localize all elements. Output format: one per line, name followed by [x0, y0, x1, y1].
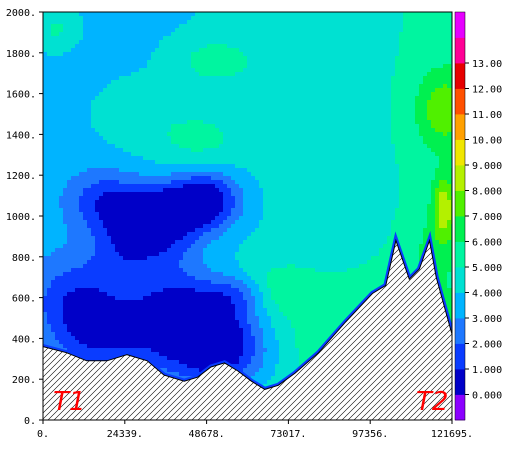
colorbar-label: 10.00 [472, 136, 502, 147]
colorbar-swatch [455, 190, 465, 217]
colorbar-label: 13.00 [472, 59, 502, 70]
annotations: T1 T2 [53, 387, 448, 417]
x-tick-label: 0. [37, 429, 49, 440]
colorbar-swatch [455, 88, 465, 115]
y-tick-label: 0. [24, 416, 36, 427]
y-tick-label: 400. [12, 334, 36, 345]
y-tick-label: 800. [12, 253, 36, 264]
colorbar-label: 1.000 [472, 365, 502, 376]
colorbar-label: 11.00 [472, 110, 502, 121]
x-tick-label: 121695. [431, 429, 473, 440]
y-tick-label: 1200. [6, 171, 36, 182]
colorbar-swatch [455, 394, 465, 421]
colorbar-label: 6.000 [472, 238, 502, 249]
x-tick-label: 73017. [270, 429, 306, 440]
colorbar-swatch [455, 12, 465, 38]
terrain-fill [43, 238, 452, 420]
annotation-label: T1 [53, 387, 85, 417]
y-tick-label: 1800. [6, 49, 36, 60]
colorbar-swatch [455, 267, 465, 293]
colorbar-label: 9.000 [472, 161, 502, 172]
colorbar-label: 7.000 [472, 212, 502, 223]
colorbar-label: 8.000 [472, 187, 502, 198]
x-tick-label: 24339. [107, 429, 143, 440]
x-tick-label: 97356. [352, 429, 388, 440]
colorbar-swatch [455, 114, 465, 140]
colorbar-swatch [455, 318, 465, 344]
y-tick-label: 2000. [6, 8, 36, 19]
colorbar-label: 12.00 [472, 85, 502, 96]
colorbar-swatch [455, 216, 465, 242]
colorbar-label: 4.000 [472, 289, 502, 300]
x-axis: 0. 24339. 48678. 73017. 97356. 121695. [37, 420, 473, 440]
colorbar-label: 3.000 [472, 314, 502, 325]
colorbar-swatch [455, 343, 465, 370]
annotation-label: T2 [416, 387, 448, 417]
colorbar-swatch [455, 292, 465, 319]
colorbar-label: 5.000 [472, 263, 502, 274]
y-axis: 0. 200. 400. 600. 800. 1000. 1200. 1400. 1600. 18… [6, 8, 43, 427]
y-tick-label: 600. [12, 294, 36, 305]
y-tick-label: 1400. [6, 130, 36, 141]
colorbar-swatch [455, 369, 465, 395]
colorbar-swatch [455, 139, 465, 166]
terrain [43, 230, 452, 420]
y-tick-label: 1000. [6, 212, 36, 223]
colorbar-label: 2.000 [472, 340, 502, 351]
colorbar: 0.000 1.000 2.000 3.000 4.000 5.000 6.000 7.000… [454, 11, 502, 421]
y-tick-label: 1600. [6, 90, 36, 101]
colorbar-swatch [455, 165, 465, 191]
colorbar-swatch [455, 63, 465, 89]
colorbar-label: 0.000 [472, 391, 502, 402]
y-tick-label: 200. [12, 375, 36, 386]
x-tick-label: 48678. [189, 429, 225, 440]
colorbar-swatch [455, 241, 465, 268]
colorbar-swatch [455, 37, 465, 64]
